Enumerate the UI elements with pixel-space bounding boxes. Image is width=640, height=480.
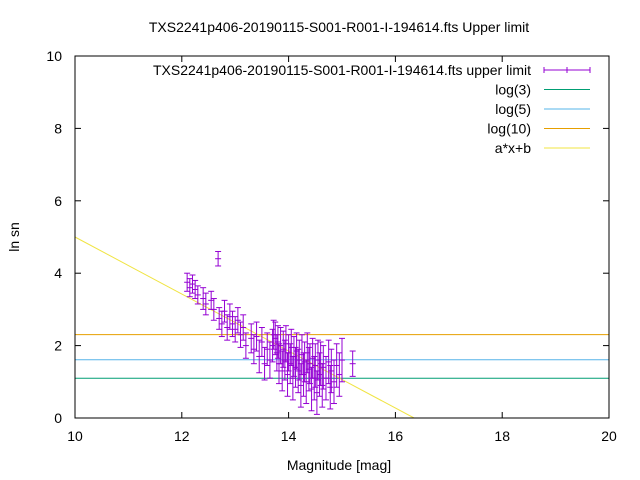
- data-point: [248, 323, 255, 354]
- y-tick-label: 4: [54, 265, 62, 281]
- legend: TXS2241p406-20190115-S001-R001-I-194614.…: [153, 62, 591, 156]
- data-point: [258, 327, 265, 357]
- x-tick-label: 20: [601, 428, 617, 444]
- data-point: [281, 339, 288, 381]
- data-point: [240, 314, 247, 341]
- data-point: [232, 316, 239, 343]
- data-point: [200, 287, 207, 310]
- data-point: [319, 363, 326, 408]
- x-axis-label: Magnitude [mag]: [287, 457, 391, 473]
- data-point: [224, 314, 231, 341]
- data-point: [322, 355, 329, 401]
- legend-label: log(3): [495, 82, 531, 98]
- data-point: [237, 321, 244, 348]
- legend-label: a*x+b: [495, 140, 531, 156]
- data-point: [186, 278, 193, 298]
- data-point: [234, 307, 241, 334]
- legend-swatch: [543, 67, 591, 73]
- plot-frame: [74, 55, 610, 419]
- data-point: [339, 337, 345, 383]
- data-point: [327, 365, 334, 410]
- legend-label: TXS2241p406-20190115-S001-R001-I-194614.…: [153, 62, 531, 78]
- data-point: [189, 274, 196, 294]
- y-axis-label: ln sn: [6, 222, 22, 252]
- data-point: [194, 285, 201, 305]
- data-point: [250, 334, 257, 365]
- y-tick-label: 0: [54, 410, 62, 426]
- plot-marks: [75, 236, 609, 418]
- data-point: [306, 343, 313, 385]
- data-point: [279, 350, 286, 392]
- data-point: [261, 346, 268, 381]
- data-point: [303, 359, 310, 405]
- data-point: [202, 292, 209, 316]
- data-point: [320, 345, 327, 390]
- x-tick-label: 16: [388, 428, 404, 444]
- data-point: [333, 343, 340, 388]
- data-point: [308, 366, 315, 412]
- legend-label: log(5): [495, 101, 531, 117]
- y-tick-label: 2: [54, 338, 62, 354]
- data-point: [287, 343, 294, 385]
- data-point: [229, 310, 236, 338]
- data-point: [313, 370, 320, 415]
- x-tick-label: 18: [494, 428, 510, 444]
- data-point: [221, 299, 228, 323]
- legend-label: log(10): [487, 121, 531, 137]
- data-point: [226, 303, 233, 330]
- data-point: [208, 290, 215, 310]
- chart-title: TXS2241p406-20190115-S001-R001-I-194614.…: [149, 19, 529, 35]
- data-point: [253, 321, 260, 352]
- axis-ticks: 10 12 14 16 18 20 0 2 4 6 8 10: [46, 48, 617, 444]
- data-point: [218, 310, 225, 338]
- x-tick-label: 10: [67, 428, 83, 444]
- data-point: [215, 250, 222, 267]
- y-tick-label: 6: [54, 193, 62, 209]
- data-point: [292, 346, 299, 388]
- data-point: [242, 332, 249, 359]
- data-point: [192, 279, 199, 300]
- data-point: [330, 359, 337, 405]
- y-tick-label: 10: [46, 48, 62, 64]
- data-point: [266, 341, 273, 379]
- y-tick-label: 8: [54, 120, 62, 136]
- data-point: [184, 272, 191, 292]
- x-tick-label: 14: [281, 428, 297, 444]
- data-point: [264, 332, 271, 367]
- data-point: [316, 352, 323, 397]
- data-point: [349, 350, 356, 377]
- data-point: [274, 325, 281, 359]
- x-tick-label: 12: [174, 428, 190, 444]
- data-point: [297, 363, 304, 408]
- data-point: [210, 298, 217, 321]
- data-point: [328, 348, 335, 394]
